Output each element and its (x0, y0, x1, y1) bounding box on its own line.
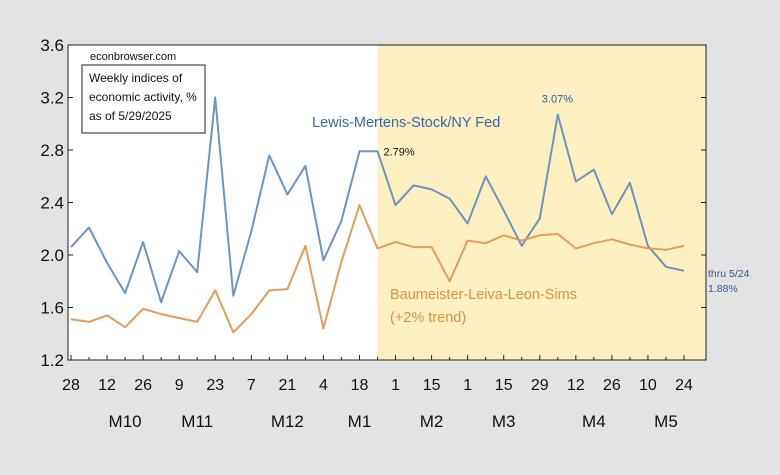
month-label: M1 (348, 412, 372, 431)
title-box (81, 64, 206, 134)
title-box-line: as of 5/29/2025 (89, 109, 172, 123)
annotation-3-07: 3.07% (542, 94, 573, 106)
source-label: econbrowser.com (90, 51, 176, 63)
x-tick-label: 1 (391, 377, 400, 394)
y-tick-label: 2.4 (40, 194, 64, 213)
x-tick-label: 7 (247, 377, 256, 394)
month-label: M12 (271, 412, 304, 431)
x-tick-label: 23 (206, 377, 224, 394)
series-line-1 (70, 96, 685, 304)
x-tick-label: 26 (134, 377, 152, 394)
month-label: M3 (492, 412, 516, 431)
annotation-2-79: 2.79% (384, 146, 415, 158)
x-tick-label: 1 (463, 377, 472, 394)
title-box-line: economic activity, % (89, 90, 197, 104)
title-box-line: Weekly indices of (89, 71, 183, 85)
month-label: M10 (109, 412, 142, 431)
month-label: M2 (420, 412, 444, 431)
x-tick-label: 9 (175, 377, 184, 394)
series-line-2 (70, 204, 685, 334)
x-tick-label: 24 (675, 377, 693, 394)
month-label: M5 (654, 412, 678, 431)
x-tick-label: 21 (278, 377, 296, 394)
y-tick-label: 1.2 (40, 351, 64, 370)
y-tick-label: 3.2 (40, 89, 64, 108)
annotation-last-value: 1.88% (708, 283, 738, 295)
month-label: M4 (582, 412, 606, 431)
x-tick-label: 29 (531, 377, 549, 394)
x-tick-label: 4 (319, 377, 328, 394)
y-tick-label: 1.6 (40, 299, 64, 318)
x-tick-label: 12 (567, 377, 585, 394)
x-tick-label: 15 (423, 377, 441, 394)
y-tick-label: 2.8 (40, 141, 64, 160)
x-tick-label: 12 (98, 377, 116, 394)
month-label: M11 (181, 412, 213, 431)
annotation-thru: thru 5/24 (708, 268, 750, 280)
x-tick-label: 18 (351, 377, 369, 394)
x-tick-label: 26 (603, 377, 621, 394)
series-label-2-line2: (+2% trend) (390, 310, 466, 326)
series-label-1: Lewis-Mertens-Stock/NY Fed (312, 115, 500, 131)
series-label-2: Baumeister-Leiva-Leon-Sims (390, 287, 577, 303)
y-tick-label: 2.0 (40, 246, 64, 265)
y-tick-label: 3.6 (40, 36, 64, 55)
x-tick-label: 28 (62, 377, 80, 394)
x-tick-label: 10 (639, 377, 657, 394)
x-tick-label: 15 (495, 377, 513, 394)
